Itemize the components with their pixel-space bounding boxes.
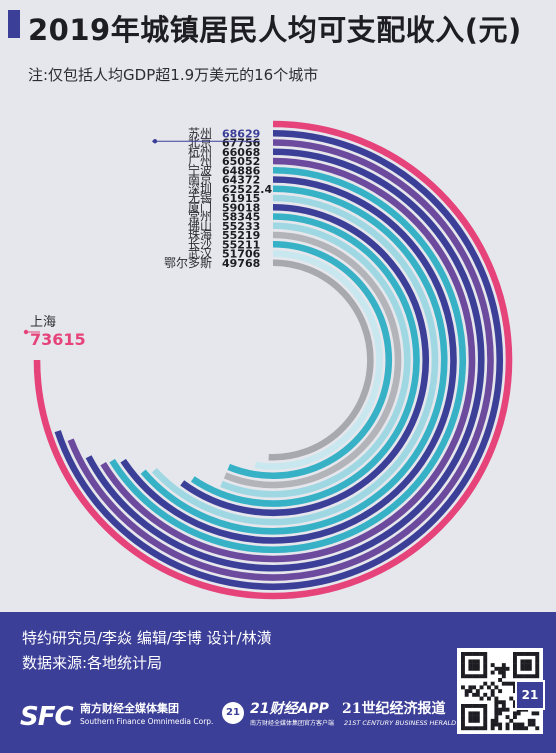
city-label-14: 武汉 (188, 247, 212, 261)
credits-line-1: 特约研究员/李焱 编辑/李博 设计/林潢 (22, 629, 272, 647)
credits: 特约研究员/李焱 编辑/李博 设计/林潢 数据来源:各地统计局 (22, 626, 272, 676)
value-label-7: 62522.4 (222, 183, 272, 196)
herald-name: 21世纪经济报道 (342, 701, 446, 717)
chart-title: 2019年城镇居民人均可支配收入(元) (28, 13, 522, 47)
title-accent-bar (8, 10, 20, 38)
value-label-10: 58345 (222, 211, 260, 224)
value-label-4: 65052 (222, 155, 260, 168)
arc-13 (227, 240, 392, 480)
city-label-15: 鄂尔多斯 (164, 255, 212, 270)
city-label-1: 苏州 (188, 126, 212, 140)
city-label-10: 常州 (188, 210, 212, 224)
qr-badge: 21 (515, 680, 545, 710)
sfc-name: 南方财经全媒体集团 (80, 702, 179, 715)
app-badge-icon: 21 (222, 702, 244, 724)
arc-4 (100, 157, 476, 563)
city-label-6: 南京 (188, 172, 212, 187)
value-label-15: 49768 (222, 257, 260, 270)
arc-5 (109, 166, 467, 554)
city-label-11: 佛山 (188, 219, 212, 233)
value-label-6: 64372 (222, 174, 260, 187)
value-label-2: 67756 (222, 137, 261, 150)
value-label-11: 55233 (222, 220, 260, 233)
arc-0 (33, 120, 513, 600)
city-label-5: 宁波 (188, 162, 212, 177)
title-bar: 2019年城镇居民人均可支配收入(元) (0, 0, 556, 48)
city-label-7: 深圳 (188, 182, 212, 196)
city-label-2: 北京 (188, 136, 212, 150)
arc-2 (67, 139, 494, 581)
arc-8 (151, 194, 439, 526)
value-label-1: 68629 (222, 127, 260, 140)
value-label-3: 66068 (222, 146, 260, 159)
value-label-8: 61915 (222, 192, 260, 205)
city-label-13: 长沙 (188, 237, 212, 251)
chart-note: 注:仅包括人均GDP超1.9万美元的16个城市 (28, 66, 319, 84)
value-label-0: 73615 (30, 330, 86, 349)
city-label-8: 无锡 (188, 190, 212, 205)
arc-10 (190, 213, 420, 507)
arc-14 (254, 250, 383, 470)
value-label-5: 64886 (222, 164, 261, 177)
highlight-dot (152, 139, 158, 144)
city-label-4: 广州 (188, 154, 212, 168)
arc-1 (54, 129, 503, 591)
city-label-12: 珠海 (188, 227, 212, 242)
app-name: 21财经APP (250, 701, 329, 717)
arc-7 (140, 185, 448, 535)
value-label-9: 59018 (222, 201, 260, 214)
shanghai-marker-dot (23, 329, 29, 335)
arc-11 (220, 222, 411, 498)
sfc-logo: SFC (20, 702, 74, 732)
radial-bar-chart: 苏州 68629 北京 67756 杭州 66068 广州 65052 宁波 64886 南京 643… (23, 120, 513, 600)
footer: 特约研究员/李焱 编辑/李博 设计/林潢 数据来源:各地统计局 SFC 南方财经… (0, 612, 556, 753)
credits-line-2: 数据来源:各地统计局 (22, 654, 163, 672)
logo-strip: SFC 南方财经全媒体集团 Southern Finance Omnimedia… (0, 694, 556, 739)
arc-9 (180, 203, 430, 516)
value-label-13: 55211 (222, 238, 260, 251)
arc-15 (268, 259, 374, 461)
city-label-3: 杭州 (188, 144, 212, 159)
qr-pattern (461, 652, 540, 731)
herald-name-en: 21ST CENTURY BUSINESS HERALD (344, 719, 457, 727)
value-label-12: 55219 (222, 229, 260, 242)
sfc-name-en: Southern Finance Omnimedia Corp. (80, 717, 214, 726)
city-label-0: 上海 (30, 315, 56, 330)
arc-3 (85, 148, 485, 572)
value-label-14: 51706 (222, 248, 261, 261)
arc-12 (223, 231, 402, 489)
arc-6 (120, 176, 457, 544)
city-label-9: 厦门 (188, 199, 212, 214)
qr-code-icon: 21 (457, 648, 545, 734)
app-tagline: 南方财经全媒体集团官方客户端 (250, 720, 335, 727)
